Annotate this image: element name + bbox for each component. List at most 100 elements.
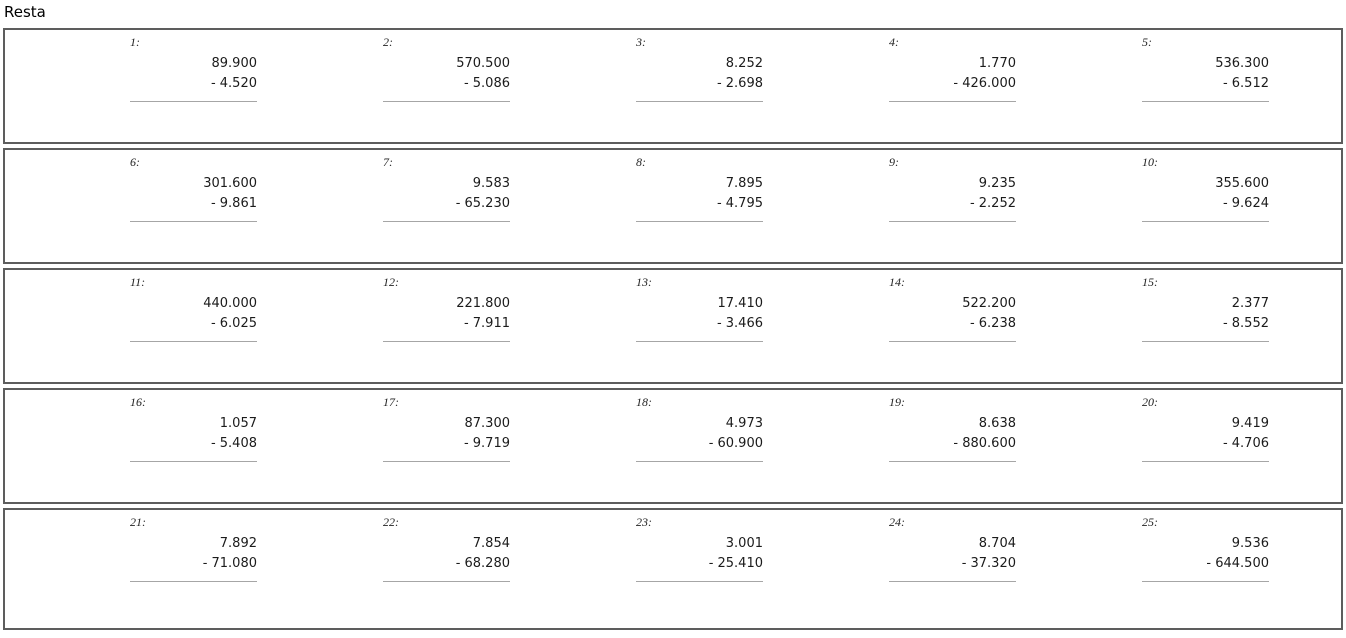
subtrahend-value: - 25.410 <box>708 556 763 571</box>
problem-cell: 24: 8.704 - 37.320 <box>826 515 1079 582</box>
problem-content: 15: 2.377 - 8.552 <box>1142 275 1269 342</box>
problem-content: 5: 536.300 - 6.512 <box>1142 35 1269 102</box>
minuend-value: 87.300 <box>464 416 511 431</box>
minuend-value: 9.536 <box>1231 536 1269 551</box>
problem-number-label: 19: <box>889 395 905 409</box>
subtrahend-value: - 7.911 <box>463 316 510 331</box>
minuend-value: 301.600 <box>203 176 257 191</box>
subtrahend-value: - 2.252 <box>969 196 1016 211</box>
minuend-value: 7.854 <box>472 536 510 551</box>
subtrahend-value: - 6.238 <box>969 316 1016 331</box>
problems-grid: 11: 440.000 - 6.025 12: 221.800 - 7.911 … <box>67 275 1341 342</box>
subtrahend-value: - 68.280 <box>455 556 510 571</box>
problem-cell: 22: 7.854 - 68.280 <box>320 515 573 582</box>
problem-number-label: 20: <box>1142 395 1158 409</box>
problem-content: 16: 1.057 - 5.408 <box>130 395 257 462</box>
subtrahend-value: - 644.500 <box>1206 556 1269 571</box>
problem-cell: 7: 9.583 - 65.230 <box>320 155 573 222</box>
answer-line <box>383 574 510 582</box>
minuend-value: 7.892 <box>219 536 257 551</box>
problem-content: 7: 9.583 - 65.230 <box>383 155 510 222</box>
problems-grid: 6: 301.600 - 9.861 7: 9.583 - 65.230 8: … <box>67 155 1341 222</box>
subtrahend-value: - 9.719 <box>463 436 510 451</box>
minuend-value: 1.057 <box>219 416 257 431</box>
minuend-value: 7.895 <box>725 176 763 191</box>
problem-content: 1: 89.900 - 4.520 <box>130 35 257 102</box>
subtrahend-value: - 5.086 <box>463 76 510 91</box>
minuend-value: 570.500 <box>456 56 510 71</box>
problem-row-block: 6: 301.600 - 9.861 7: 9.583 - 65.230 8: … <box>3 148 1343 264</box>
problem-content: 9: 9.235 - 2.252 <box>889 155 1016 222</box>
minuend-value: 8.704 <box>978 536 1016 551</box>
problem-row-block: 1: 89.900 - 4.520 2: 570.500 - 5.086 3: … <box>3 28 1343 144</box>
subtrahend-value: - 4.706 <box>1222 436 1269 451</box>
subtrahend-value: - 880.600 <box>953 436 1016 451</box>
problem-cell: 14: 522.200 - 6.238 <box>826 275 1079 342</box>
problem-number-label: 18: <box>636 395 652 409</box>
problem-number-label: 25: <box>1142 515 1158 529</box>
problem-cell: 25: 9.536 - 644.500 <box>1079 515 1332 582</box>
problem-content: 8: 7.895 - 4.795 <box>636 155 763 222</box>
problem-content: 6: 301.600 - 9.861 <box>130 155 257 222</box>
answer-line <box>1142 214 1269 222</box>
problem-number-label: 23: <box>636 515 652 529</box>
problem-row-block: 21: 7.892 - 71.080 22: 7.854 - 68.280 23… <box>3 508 1343 630</box>
problem-cell: 23: 3.001 - 25.410 <box>573 515 826 582</box>
subtrahend-value: - 4.795 <box>716 196 763 211</box>
problem-number-label: 8: <box>636 155 646 169</box>
answer-line <box>130 454 257 462</box>
problem-number-label: 3: <box>636 35 646 49</box>
problem-cell: 17: 87.300 - 9.719 <box>320 395 573 462</box>
problem-content: 11: 440.000 - 6.025 <box>130 275 257 342</box>
minuend-value: 522.200 <box>962 296 1016 311</box>
minuend-value: 9.419 <box>1231 416 1269 431</box>
problem-content: 21: 7.892 - 71.080 <box>130 515 257 582</box>
problem-cell: 6: 301.600 - 9.861 <box>67 155 320 222</box>
subtrahend-value: - 4.520 <box>210 76 257 91</box>
answer-line <box>636 454 763 462</box>
minuend-value: 8.638 <box>978 416 1016 431</box>
answer-line <box>130 574 257 582</box>
problem-cell: 11: 440.000 - 6.025 <box>67 275 320 342</box>
problem-number-label: 17: <box>383 395 399 409</box>
problem-number-label: 22: <box>383 515 399 529</box>
answer-line <box>889 94 1016 102</box>
answer-line <box>889 454 1016 462</box>
minuend-value: 2.377 <box>1231 296 1269 311</box>
subtrahend-value: - 426.000 <box>953 76 1016 91</box>
problems-grid: 16: 1.057 - 5.408 17: 87.300 - 9.719 18:… <box>67 395 1341 462</box>
worksheet-title: Resta <box>4 3 46 21</box>
problem-number-label: 24: <box>889 515 905 529</box>
minuend-value: 440.000 <box>203 296 257 311</box>
problem-number-label: 7: <box>383 155 393 169</box>
problem-cell: 20: 9.419 - 4.706 <box>1079 395 1332 462</box>
answer-line <box>130 334 257 342</box>
problem-cell: 10: 355.600 - 9.624 <box>1079 155 1332 222</box>
answer-line <box>130 214 257 222</box>
problem-content: 24: 8.704 - 37.320 <box>889 515 1016 582</box>
problem-cell: 13: 17.410 - 3.466 <box>573 275 826 342</box>
problem-content: 4: 1.770 - 426.000 <box>889 35 1016 102</box>
problem-number-label: 6: <box>130 155 140 169</box>
answer-line <box>383 94 510 102</box>
problem-content: 10: 355.600 - 9.624 <box>1142 155 1269 222</box>
problem-content: 14: 522.200 - 6.238 <box>889 275 1016 342</box>
problem-cell: 1: 89.900 - 4.520 <box>67 35 320 102</box>
problem-content: 22: 7.854 - 68.280 <box>383 515 510 582</box>
answer-line <box>383 454 510 462</box>
minuend-value: 9.235 <box>978 176 1016 191</box>
minuend-value: 4.973 <box>725 416 763 431</box>
problem-cell: 3: 8.252 - 2.698 <box>573 35 826 102</box>
subtrahend-value: - 9.624 <box>1222 196 1269 211</box>
problem-cell: 16: 1.057 - 5.408 <box>67 395 320 462</box>
problem-content: 17: 87.300 - 9.719 <box>383 395 510 462</box>
subtrahend-value: - 65.230 <box>455 196 510 211</box>
problem-cell: 15: 2.377 - 8.552 <box>1079 275 1332 342</box>
subtrahend-value: - 5.408 <box>210 436 257 451</box>
answer-line <box>1142 454 1269 462</box>
problem-row-block: 16: 1.057 - 5.408 17: 87.300 - 9.719 18:… <box>3 388 1343 504</box>
minuend-value: 3.001 <box>725 536 763 551</box>
answer-line <box>636 94 763 102</box>
problem-number-label: 5: <box>1142 35 1152 49</box>
problem-number-label: 9: <box>889 155 899 169</box>
